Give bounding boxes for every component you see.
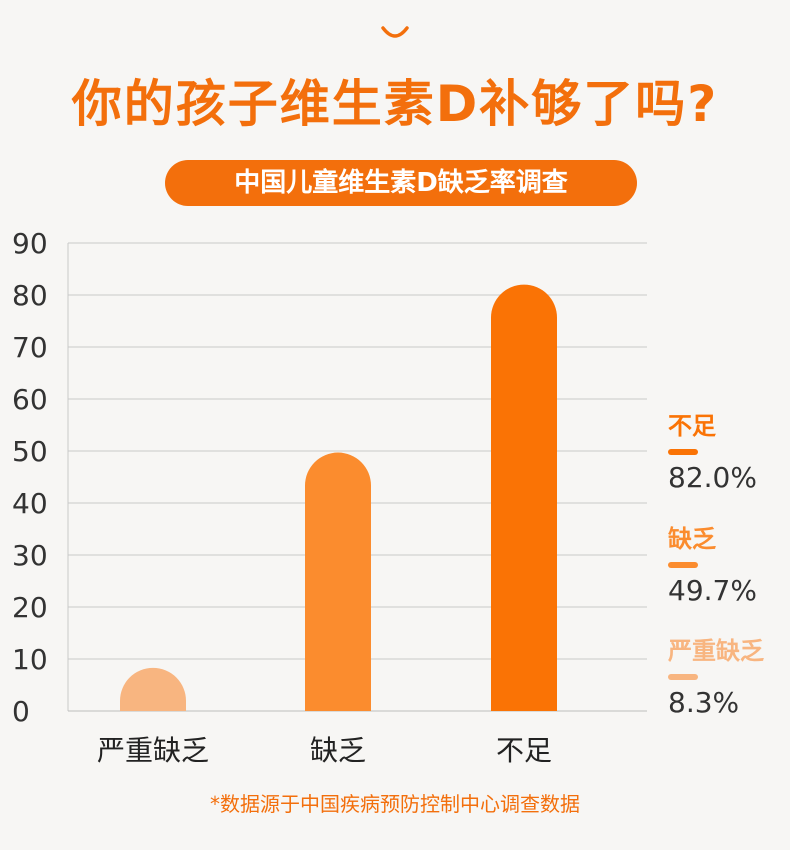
chart-bars — [120, 284, 557, 711]
legend-item: 严重缺乏 8.3% — [668, 631, 764, 719]
legend-label: 不足 — [668, 412, 716, 440]
bar — [305, 452, 371, 711]
legend-swatch — [668, 449, 698, 455]
subtitle-badge: 中国儿童维生素D缺乏率调查 — [165, 160, 637, 206]
x-category-label: 严重缺乏 — [97, 734, 209, 767]
y-axis-ticks: 0 10 20 30 40 50 60 70 80 90 — [12, 227, 48, 728]
page-title: 你的孩子维生素D补够了吗? — [71, 75, 719, 133]
smile-icon — [381, 26, 409, 38]
y-tick-label: 50 — [12, 435, 48, 468]
y-tick-label: 60 — [12, 383, 48, 416]
legend-swatch — [668, 674, 698, 680]
legend-label: 严重缺乏 — [668, 637, 764, 665]
y-tick-label: 90 — [12, 227, 48, 260]
x-category-label: 缺乏 — [310, 734, 366, 767]
y-tick-label: 30 — [12, 539, 48, 572]
footnote: *数据源于中国疾病预防控制中心调查数据 — [210, 792, 580, 816]
legend-item: 缺乏 49.7% — [668, 519, 757, 607]
x-axis-categories: 严重缺乏 缺乏 不足 — [97, 734, 552, 767]
legend-value: 82.0% — [668, 461, 757, 494]
legend-value: 8.3% — [668, 686, 740, 719]
legend-item: 不足 82.0% — [668, 406, 757, 494]
legend-label: 缺乏 — [668, 525, 716, 553]
x-category-label: 不足 — [496, 734, 552, 767]
y-tick-label: 0 — [12, 695, 30, 728]
y-tick-label: 40 — [12, 487, 48, 520]
y-tick-label: 80 — [12, 279, 48, 312]
y-tick-label: 10 — [12, 643, 48, 676]
legend-value: 49.7% — [668, 574, 757, 607]
bar — [120, 667, 186, 711]
y-tick-label: 20 — [12, 591, 48, 624]
y-tick-label: 70 — [12, 331, 48, 364]
legend-swatch — [668, 562, 698, 568]
bar — [491, 284, 557, 711]
bar-chart: 0 10 20 30 40 50 60 70 80 90 严重缺乏 缺乏 不足 — [12, 227, 647, 767]
